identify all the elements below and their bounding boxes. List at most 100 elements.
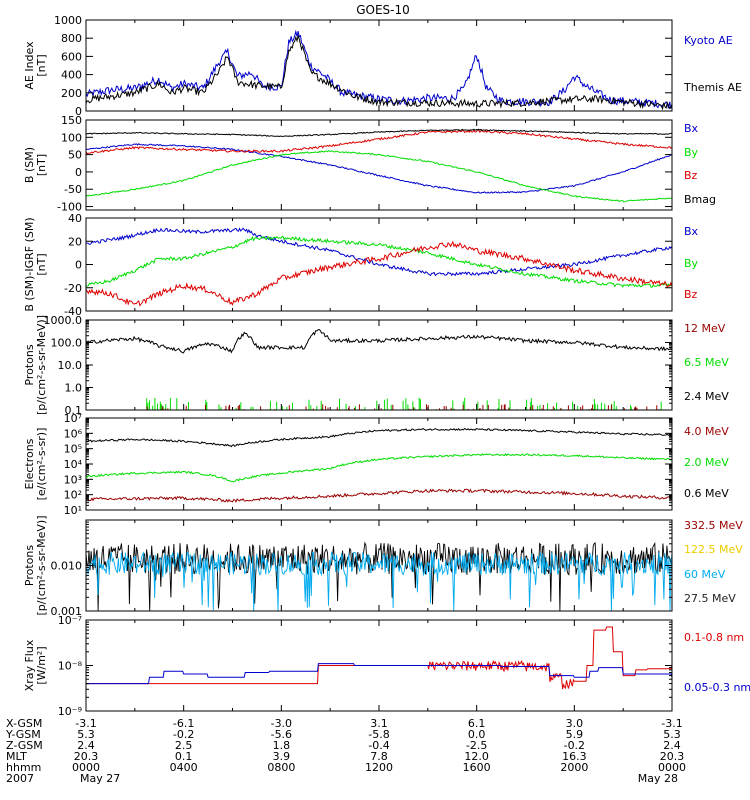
x-tick-value: May 28 (638, 772, 678, 785)
y-tick-label: 10⁴ (64, 458, 83, 471)
y-tick-label: 10² (64, 489, 82, 502)
panel-7: 10⁻⁹ 10⁻⁸ 10⁻⁷ Xray Flux [W/m²] 0.1-0.8 nm 0.0… (23, 614, 750, 718)
x-tick-value: 0400 (170, 761, 198, 774)
series-60-mev (85, 551, 673, 612)
x-row-label: Y-GSM (5, 728, 41, 741)
y-tick-label: 10⁻⁹ (58, 705, 82, 718)
series-by (85, 150, 673, 203)
y-tick-label: 50 (68, 149, 82, 162)
y-tick-label: 10⁻⁷ (58, 614, 82, 627)
x-tick-value: 0.1 (175, 750, 193, 763)
legend-label: Themis AE (683, 81, 742, 94)
y-tick-label: -50 (64, 183, 82, 196)
y-axis-label: AE Index (23, 41, 36, 90)
legend-label: 6.5 MeV (684, 356, 729, 369)
y-tick-label: 100 (61, 131, 82, 144)
x-tick-value: -6.1 (173, 717, 194, 730)
y-axis-label: [nT] (35, 253, 48, 275)
y-axis-label: [e/(cm²-s-sr)] (35, 428, 48, 501)
legend-label: 12 MeV (684, 322, 726, 335)
y-tick-label: 1000.0 (44, 314, 83, 327)
y-tick-label: 100.0 (51, 337, 83, 350)
series-12-mev (144, 404, 660, 410)
y-tick-label: -40 (64, 305, 82, 318)
x-tick-value: 0000 (72, 761, 100, 774)
legend-label: Bx (684, 225, 699, 238)
legend-label: 27.5 MeV (684, 592, 736, 605)
series-2-4-mev (85, 328, 673, 354)
y-tick-label: 0.001 (51, 605, 83, 618)
series-bx (85, 143, 673, 194)
x-row-label: hhmm (6, 761, 41, 774)
x-tick-value: -0.2 (564, 739, 585, 752)
x-tick-value: 12.0 (464, 750, 489, 763)
panel-3: -40 -20 0 20 40 B (SM)-IGRF (SM) [nT] Bx By Bz (23, 212, 699, 318)
x-tick-value: -5.6 (271, 728, 292, 741)
y-axis-label: [nT] (35, 54, 48, 76)
y-axis-label: Protons (23, 545, 36, 586)
x-tick-value: 20.3 (660, 750, 685, 763)
legend-label: Bmag (684, 193, 716, 206)
x-tick-value: 7.8 (370, 750, 388, 763)
x-tick-value: -3.0 (271, 717, 292, 730)
panel-1: 0 200 400 600 800 1000 AE Index [nT] Kyoto AE The… (23, 14, 742, 118)
y-tick-label: 40 (68, 212, 82, 225)
y-tick-label: -20 (64, 282, 82, 295)
x-tick-value: -0.4 (368, 739, 389, 752)
y-tick-label: 150 (61, 114, 82, 127)
x-tick-value: 3.1 (370, 717, 388, 730)
y-axis-label: B (SM) (23, 147, 36, 183)
y-axis-label: Xray Flux (23, 639, 36, 691)
legend-label: Bz (684, 288, 698, 301)
x-row-label: X-GSM (6, 717, 42, 730)
x-tick-value: 1.8 (273, 739, 291, 752)
y-tick-label: 800 (61, 32, 82, 45)
y-tick-label: 0.1 (65, 404, 83, 417)
x-tick-value: 5.3 (663, 728, 681, 741)
panel-5: 10¹ 10² 10³ 10⁴ 10⁵ 10⁶ 10⁷ Electrons [e/(cm²-s-… (23, 412, 729, 517)
y-tick-label: 1.0 (65, 382, 83, 395)
series-4-0-mev (85, 488, 673, 503)
series-bz (85, 240, 673, 307)
x-tick-value: -3.1 (75, 717, 96, 730)
panel-2: -100 -50 0 50 100 150 B (SM) [nT] Bx By Bz Bmag (23, 114, 716, 214)
series-0-05-0-3-nm (86, 663, 673, 685)
legend-label: Bx (684, 122, 699, 135)
x-tick-value: 2.4 (663, 739, 681, 752)
y-axis-label: [p/(cm²-s-sr-MeV)] (35, 315, 48, 415)
series-bmag (85, 128, 672, 138)
legend-label: 122.5 MeV (684, 543, 743, 556)
x-tick-value: 20.3 (74, 750, 99, 763)
x-tick-value: 2.4 (77, 739, 95, 752)
series-0-1-0-8-nm (86, 626, 673, 690)
x-row-label: MLT (6, 750, 27, 763)
y-tick-label: 0.010 (51, 560, 83, 573)
y-tick-label: 10¹ (64, 504, 82, 517)
x-axis-labels: X-GSMY-GSMZ-GSMMLThhmm2007-3.15.32.420.3… (5, 717, 686, 785)
y-tick-label: -100 (57, 201, 82, 214)
series-kyoto-ae (85, 29, 673, 109)
x-tick-value: -3.1 (661, 717, 682, 730)
y-axis-label: Protons (23, 344, 36, 385)
legend-label: 2.4 MeV (684, 390, 729, 403)
y-tick-label: 400 (61, 69, 82, 82)
x-tick-value: -5.8 (368, 728, 389, 741)
y-tick-label: 10⁵ (64, 443, 82, 456)
x-tick-value: 0800 (267, 761, 295, 774)
legend-label: 0.1-0.8 nm (684, 631, 744, 644)
panel-6: 0.001 0.010 Protons [p/(cm²-s-sr-MeV)] 332.5… (23, 516, 743, 619)
x-tick-value: -2.5 (466, 739, 487, 752)
legend-label: By (684, 146, 699, 159)
y-tick-label: 0 (75, 259, 82, 272)
y-axis-label: [nT] (35, 154, 48, 176)
legend-label: 4.0 MeV (684, 425, 729, 438)
x-tick-value: 5.9 (566, 728, 584, 741)
series-2-0-mev (85, 453, 673, 483)
series-0-6-mev (85, 427, 672, 448)
y-tick-label: 10⁷ (64, 412, 82, 425)
y-tick-label: 1000 (54, 14, 82, 27)
x-tick-value: 1600 (463, 761, 491, 774)
x-tick-value: 5.3 (77, 728, 95, 741)
y-tick-label: 10³ (64, 473, 82, 486)
